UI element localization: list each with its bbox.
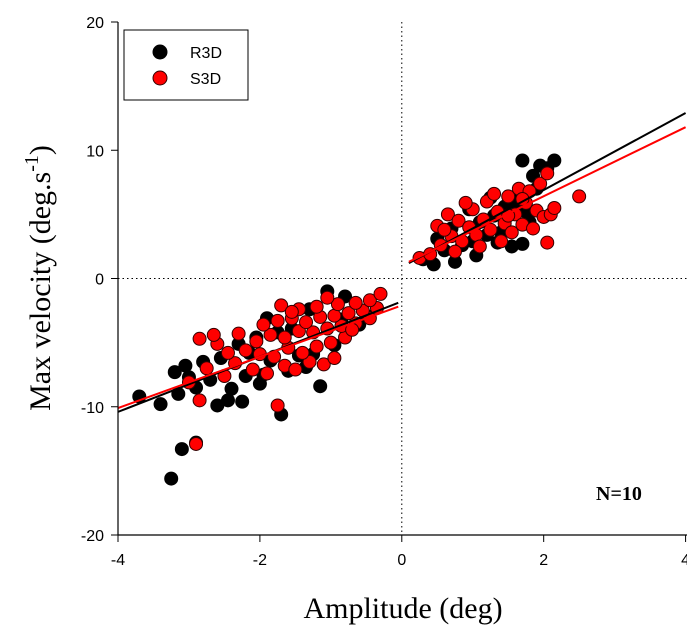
point-s3d: [504, 225, 519, 240]
point-s3d: [533, 176, 548, 191]
point-s3d: [189, 436, 204, 451]
point-s3d: [320, 290, 335, 305]
y-tick-label: 0: [95, 272, 104, 289]
point-s3d: [341, 306, 356, 321]
point-r3d: [224, 381, 239, 396]
point-s3d: [249, 334, 264, 349]
legend-box: [123, 29, 249, 101]
point-s3d: [448, 244, 463, 259]
point-s3d: [192, 393, 207, 408]
point-s3d: [284, 304, 299, 319]
fit-lines: [117, 112, 687, 413]
fit-line-s3d: [408, 126, 687, 263]
point-s3d: [487, 186, 502, 201]
point-s3d: [540, 166, 555, 181]
zero-reference-lines: [118, 22, 687, 535]
point-s3d: [373, 286, 388, 301]
point-s3d: [540, 235, 555, 250]
point-s3d: [327, 351, 342, 366]
x-tick-label: 4: [681, 552, 687, 569]
legend-label-r3d: R3D: [190, 45, 222, 62]
point-s3d: [263, 327, 278, 342]
point-s3d: [259, 366, 274, 381]
legend-label-s3d: S3D: [190, 71, 221, 88]
y-axis-title-superscript: -1: [21, 155, 43, 172]
point-r3d: [515, 153, 530, 168]
point-s3d: [309, 299, 324, 314]
legend-marker-s3d: [152, 70, 168, 86]
point-r3d: [515, 236, 530, 251]
x-tick-label: -4: [111, 552, 125, 569]
point-s3d: [547, 200, 562, 215]
point-r3d: [153, 397, 168, 412]
point-s3d: [245, 362, 260, 377]
point-s3d: [323, 335, 338, 350]
y-axis-title-close: ): [24, 145, 57, 155]
point-r3d: [220, 393, 235, 408]
point-s3d: [274, 298, 289, 313]
y-tick-label: -10: [81, 400, 104, 417]
legend: R3D S3D: [123, 29, 249, 101]
point-s3d: [231, 326, 246, 341]
point-s3d: [501, 189, 516, 204]
x-tick-label: -2: [253, 552, 267, 569]
point-s3d: [348, 295, 363, 310]
point-s3d: [206, 327, 221, 342]
point-s3d: [192, 331, 207, 346]
point-r3d: [174, 442, 189, 457]
point-s3d: [440, 207, 455, 222]
point-r3d: [164, 471, 179, 486]
point-s3d: [277, 330, 292, 345]
point-s3d: [572, 189, 587, 204]
y-axis-title: Max velocity (deg.s-1): [21, 145, 57, 411]
point-r3d: [235, 394, 250, 409]
point-s3d: [220, 345, 235, 360]
point-r3d: [178, 358, 193, 373]
point-s3d: [238, 343, 253, 358]
point-s3d: [327, 308, 342, 323]
point-s3d: [494, 234, 509, 249]
sample-size-annotation: N=10: [596, 483, 642, 505]
point-s3d: [362, 293, 377, 308]
x-axis-title: Amplitude (deg): [303, 592, 502, 625]
point-r3d: [313, 379, 328, 394]
point-s3d: [256, 317, 271, 332]
point-s3d: [472, 239, 487, 254]
point-s3d: [288, 362, 303, 377]
point-s3d: [299, 315, 314, 330]
point-s3d: [451, 213, 466, 228]
fit-line-s3d: [117, 305, 399, 409]
point-s3d: [526, 221, 541, 236]
legend-marker-r3d: [152, 44, 168, 60]
point-s3d: [483, 222, 498, 237]
point-s3d: [458, 195, 473, 210]
point-s3d: [295, 345, 310, 360]
y-axis-title-main: Max velocity (deg.s: [24, 172, 57, 411]
point-s3d: [270, 398, 285, 413]
point-s3d: [309, 339, 324, 354]
x-tick-label: 0: [397, 552, 406, 569]
point-s3d: [330, 297, 345, 312]
point-s3d: [437, 222, 452, 237]
y-tick-label: -20: [81, 528, 104, 545]
point-r3d: [167, 365, 182, 380]
y-tick-label: 10: [86, 143, 104, 160]
y-tick-label: 20: [86, 15, 104, 32]
fit-line-r3d: [408, 112, 687, 264]
point-s3d: [316, 357, 331, 372]
point-r3d: [547, 153, 562, 168]
point-s3d: [270, 313, 285, 328]
point-s3d: [199, 361, 214, 376]
x-tick-label: 2: [539, 552, 548, 569]
